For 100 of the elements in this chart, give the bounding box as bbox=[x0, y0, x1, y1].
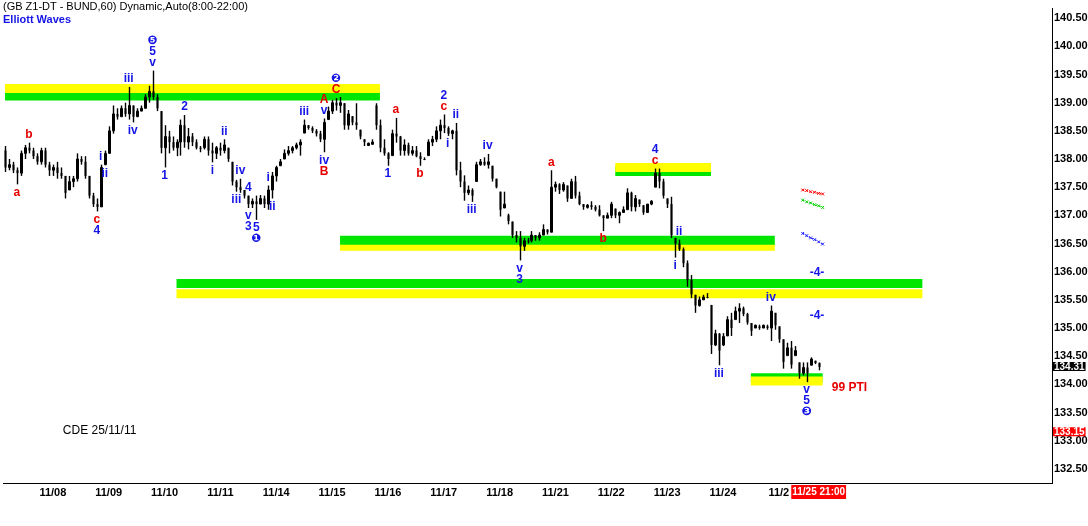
annotation: iii bbox=[299, 103, 310, 118]
candlestick bbox=[690, 274, 693, 299]
y-tick-label: 137.50 bbox=[1054, 180, 1088, 193]
candlestick bbox=[283, 148, 286, 160]
annotation: iii bbox=[231, 192, 242, 206]
annotation: ii bbox=[221, 123, 228, 138]
candlestick bbox=[738, 302, 741, 324]
annotation: b bbox=[599, 231, 607, 246]
annotation: 99 PTI bbox=[831, 379, 868, 394]
point bbox=[800, 188, 805, 192]
candlestick bbox=[219, 141, 222, 157]
y-tick-label: 140.50 bbox=[1054, 11, 1088, 24]
candlestick bbox=[379, 118, 382, 153]
candlestick bbox=[68, 175, 71, 191]
candlestick bbox=[128, 86, 131, 121]
x-tick-label: 11/17 bbox=[430, 485, 458, 498]
y-tick-label: 135.00 bbox=[1054, 321, 1088, 334]
candlestick bbox=[255, 194, 258, 221]
annotation: i bbox=[673, 257, 677, 272]
point bbox=[816, 239, 821, 244]
candlestick bbox=[215, 145, 218, 160]
candlestick bbox=[243, 189, 246, 200]
x-tick-label: 11/16 bbox=[374, 485, 402, 498]
candlestick bbox=[144, 93, 147, 109]
candlestick bbox=[235, 179, 238, 193]
candlestick bbox=[790, 340, 793, 370]
candlestick bbox=[511, 220, 514, 239]
candlestick bbox=[762, 323, 765, 329]
candlestick bbox=[183, 114, 186, 149]
x-tick-label: 11/24 bbox=[709, 485, 738, 498]
candlestick bbox=[383, 138, 386, 157]
candlestick bbox=[519, 230, 522, 262]
candlestick bbox=[36, 152, 39, 166]
candlestick bbox=[172, 135, 175, 152]
candlestick bbox=[806, 361, 809, 383]
annotation: CDE 25/11/11 bbox=[62, 423, 137, 438]
candlestick bbox=[798, 361, 801, 380]
annotation: iii bbox=[466, 202, 477, 217]
candlestick bbox=[530, 230, 533, 244]
annotation: -4- bbox=[809, 264, 825, 279]
candlestick bbox=[534, 234, 537, 242]
candlestick bbox=[351, 115, 354, 126]
candlestick bbox=[459, 161, 462, 188]
candlestick bbox=[291, 145, 294, 155]
candlestick bbox=[491, 165, 494, 183]
annotation: i bbox=[266, 169, 270, 184]
candlestick bbox=[299, 138, 302, 157]
candlestick bbox=[156, 93, 159, 112]
candlestick bbox=[654, 167, 657, 188]
candlestick bbox=[415, 145, 418, 159]
candlestick bbox=[4, 145, 7, 173]
candlestick bbox=[371, 138, 374, 146]
candlestick bbox=[443, 113, 446, 134]
candlestick bbox=[778, 325, 781, 344]
point bbox=[812, 237, 817, 242]
candlestick bbox=[542, 223, 545, 236]
candlestick bbox=[295, 141, 298, 151]
annotation: 4 bbox=[244, 179, 252, 194]
y-tick-label: 136.50 bbox=[1054, 236, 1088, 249]
annotation: iv bbox=[127, 122, 138, 137]
x-tick-label: 11/15 bbox=[318, 485, 346, 498]
candlestick bbox=[391, 129, 394, 157]
annotation: -4- bbox=[809, 308, 825, 323]
candlestick bbox=[594, 204, 597, 213]
candlestick bbox=[774, 312, 777, 331]
candlestick bbox=[682, 246, 685, 268]
candlestick bbox=[658, 167, 661, 190]
candlestick bbox=[670, 196, 673, 239]
point bbox=[800, 198, 805, 203]
candlestick bbox=[56, 161, 59, 180]
annotation: 1 bbox=[384, 166, 392, 181]
candlestick bbox=[570, 178, 573, 200]
candlestick bbox=[363, 138, 366, 147]
point bbox=[804, 188, 809, 193]
y-tick-label: 139.50 bbox=[1054, 67, 1088, 80]
candlestick bbox=[602, 214, 605, 232]
point bbox=[804, 199, 809, 204]
candlestick bbox=[327, 105, 330, 121]
y-tick-label: 134.00 bbox=[1054, 377, 1088, 390]
annotation: ❸ bbox=[801, 404, 812, 419]
candlestick bbox=[44, 147, 47, 169]
candlestick bbox=[507, 212, 510, 226]
candlestick bbox=[116, 107, 119, 121]
annotation: C bbox=[331, 82, 341, 97]
y-tick-label: 138.00 bbox=[1054, 152, 1088, 165]
candlestick bbox=[120, 104, 123, 118]
chart-title: (GB Z1-DT - BUND,60) Dynamic,Auto(8:00-22:00) bbox=[3, 0, 248, 13]
y-tick-label: 133.15 bbox=[1054, 426, 1086, 438]
y-tick-label: 134.31 bbox=[1054, 360, 1086, 372]
candlestick bbox=[287, 145, 290, 157]
candlestick bbox=[718, 332, 721, 366]
y-tick-label: 135.50 bbox=[1054, 292, 1088, 305]
candlestick bbox=[538, 231, 541, 242]
candlestick bbox=[666, 197, 669, 209]
candlestick bbox=[734, 305, 737, 321]
candlestick bbox=[626, 187, 629, 211]
candlestick bbox=[582, 203, 585, 211]
candlestick bbox=[307, 124, 310, 131]
candlestick bbox=[562, 181, 565, 193]
candlestick bbox=[136, 107, 139, 118]
